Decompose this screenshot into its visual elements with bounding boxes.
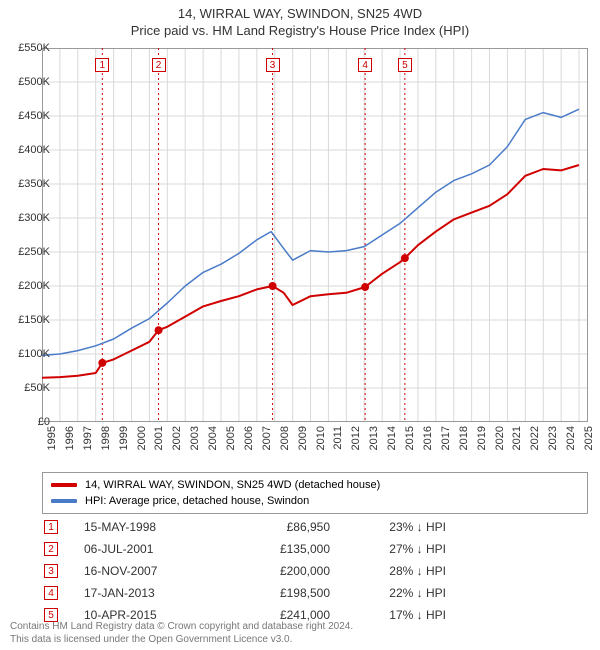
y-tick-label: £0 — [10, 416, 50, 428]
x-tick-label: 2025 — [583, 426, 595, 450]
chart-area — [42, 48, 588, 422]
sale-number-badge: 2 — [44, 542, 58, 556]
sale-date: 15-MAY-1998 — [84, 520, 214, 534]
x-tick-label: 2023 — [547, 426, 559, 450]
x-tick-label: 2007 — [261, 426, 273, 450]
x-tick-label: 2017 — [440, 426, 452, 450]
sale-hpi-diff: 23% ↓ HPI — [336, 520, 446, 534]
legend-label: 14, WIRRAL WAY, SWINDON, SN25 4WD (detac… — [85, 479, 380, 491]
sale-date: 16-NOV-2007 — [84, 564, 214, 578]
sale-marker-badge: 2 — [152, 58, 166, 72]
legend-item: 14, WIRRAL WAY, SWINDON, SN25 4WD (detac… — [51, 477, 579, 493]
x-tick-label: 1999 — [118, 426, 130, 450]
y-tick-label: £150K — [10, 314, 50, 326]
legend-swatch-icon — [51, 499, 77, 503]
x-tick-label: 2010 — [315, 426, 327, 450]
x-tick-label: 2002 — [171, 426, 183, 450]
sale-price: £200,000 — [220, 564, 330, 578]
x-tick-label: 2016 — [422, 426, 434, 450]
sale-hpi-diff: 22% ↓ HPI — [336, 586, 446, 600]
sale-date: 17-JAN-2013 — [84, 586, 214, 600]
x-tick-label: 2021 — [511, 426, 523, 450]
x-tick-label: 2019 — [476, 426, 488, 450]
y-tick-label: £550K — [10, 42, 50, 54]
y-tick-label: £400K — [10, 144, 50, 156]
x-tick-label: 2005 — [225, 426, 237, 450]
chart-subtitle: Price paid vs. HM Land Registry's House … — [0, 23, 600, 38]
sales-row: 4 17-JAN-2013 £198,500 22% ↓ HPI — [42, 582, 588, 604]
y-tick-label: £50K — [10, 382, 50, 394]
footer-line: Contains HM Land Registry data © Crown c… — [10, 620, 590, 633]
footer: Contains HM Land Registry data © Crown c… — [10, 620, 590, 646]
legend-label: HPI: Average price, detached house, Swin… — [85, 495, 309, 507]
legend-swatch-icon — [51, 483, 77, 487]
x-tick-label: 2000 — [136, 426, 148, 450]
y-tick-label: £350K — [10, 178, 50, 190]
x-tick-label: 2024 — [565, 426, 577, 450]
y-tick-label: £250K — [10, 246, 50, 258]
sale-hpi-diff: 27% ↓ HPI — [336, 542, 446, 556]
x-tick-label: 2013 — [368, 426, 380, 450]
sale-price: £86,950 — [220, 520, 330, 534]
y-tick-label: £500K — [10, 76, 50, 88]
sales-row: 1 15-MAY-1998 £86,950 23% ↓ HPI — [42, 516, 588, 538]
sale-price: £198,500 — [220, 586, 330, 600]
x-tick-label: 2018 — [458, 426, 470, 450]
x-tick-label: 1998 — [100, 426, 112, 450]
sales-row: 3 16-NOV-2007 £200,000 28% ↓ HPI — [42, 560, 588, 582]
sale-marker-badge: 3 — [266, 58, 280, 72]
sale-hpi-diff: 28% ↓ HPI — [336, 564, 446, 578]
y-tick-label: £200K — [10, 280, 50, 292]
x-tick-label: 2008 — [279, 426, 291, 450]
x-tick-label: 2004 — [207, 426, 219, 450]
y-tick-label: £300K — [10, 212, 50, 224]
title-area: 14, WIRRAL WAY, SWINDON, SN25 4WD Price … — [0, 0, 600, 38]
legend: 14, WIRRAL WAY, SWINDON, SN25 4WD (detac… — [42, 472, 588, 514]
y-tick-label: £100K — [10, 348, 50, 360]
x-tick-label: 2011 — [332, 426, 344, 450]
x-tick-label: 2014 — [386, 426, 398, 450]
x-tick-label: 1995 — [46, 426, 58, 450]
sale-number-badge: 1 — [44, 520, 58, 534]
x-tick-label: 2009 — [297, 426, 309, 450]
legend-item: HPI: Average price, detached house, Swin… — [51, 493, 579, 509]
sale-number-badge: 3 — [44, 564, 58, 578]
chart-svg — [42, 48, 588, 422]
x-tick-label: 2001 — [153, 426, 165, 450]
x-tick-label: 1997 — [82, 426, 94, 450]
x-tick-label: 2012 — [350, 426, 362, 450]
footer-line: This data is licensed under the Open Gov… — [10, 633, 590, 646]
sales-row: 2 06-JUL-2001 £135,000 27% ↓ HPI — [42, 538, 588, 560]
chart-title: 14, WIRRAL WAY, SWINDON, SN25 4WD — [0, 6, 600, 21]
chart-container: 14, WIRRAL WAY, SWINDON, SN25 4WD Price … — [0, 0, 600, 650]
sale-marker-badge: 1 — [95, 58, 109, 72]
sale-number-badge: 4 — [44, 586, 58, 600]
sale-marker-badge: 5 — [398, 58, 412, 72]
x-tick-label: 2015 — [404, 426, 416, 450]
x-tick-label: 2003 — [189, 426, 201, 450]
sale-marker-badge: 4 — [358, 58, 372, 72]
x-tick-label: 2006 — [243, 426, 255, 450]
sale-date: 06-JUL-2001 — [84, 542, 214, 556]
x-tick-label: 2020 — [494, 426, 506, 450]
y-tick-label: £450K — [10, 110, 50, 122]
x-tick-label: 1996 — [64, 426, 76, 450]
x-tick-label: 2022 — [529, 426, 541, 450]
sales-table: 1 15-MAY-1998 £86,950 23% ↓ HPI 2 06-JUL-2001… — [42, 516, 588, 626]
sale-price: £135,000 — [220, 542, 330, 556]
